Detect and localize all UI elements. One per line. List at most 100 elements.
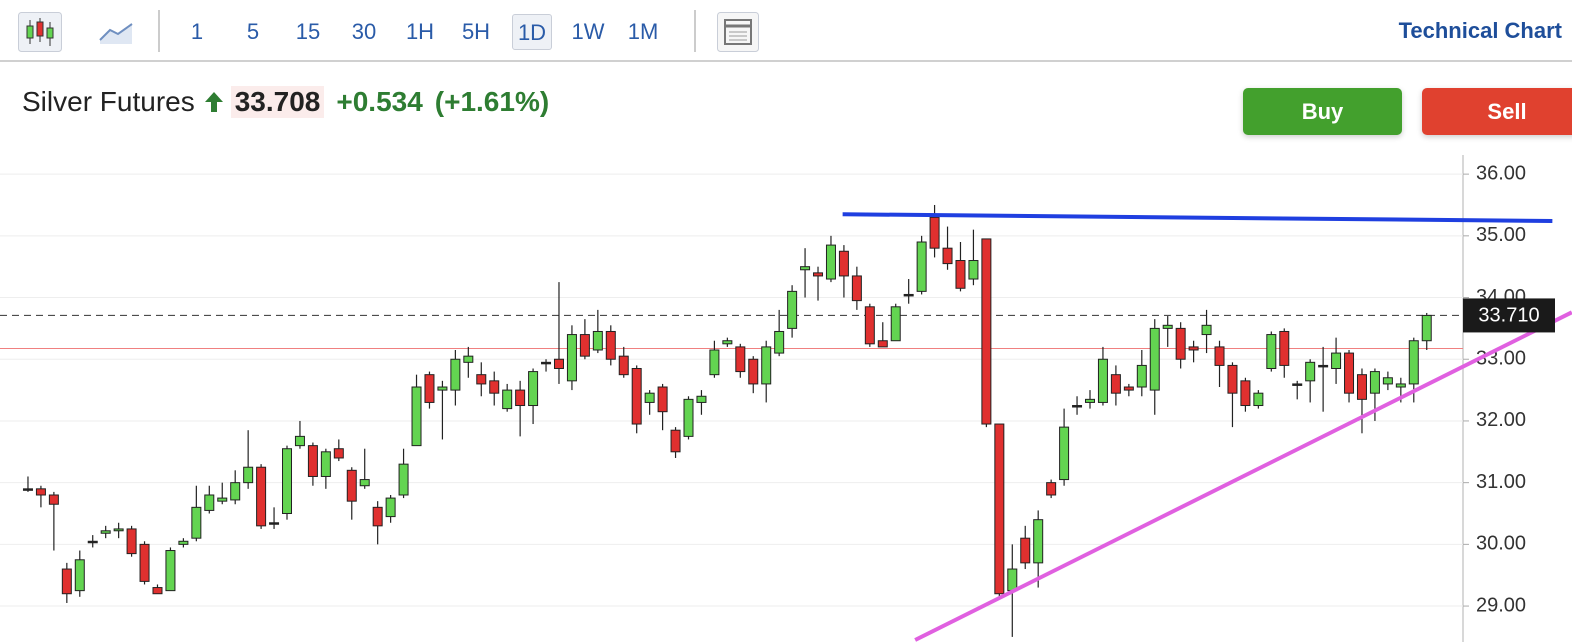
candle-body — [411, 386, 422, 447]
candle-type-button[interactable] — [18, 12, 62, 52]
trend-line — [842, 212, 1553, 224]
candle-body — [1318, 364, 1329, 368]
separator — [694, 10, 696, 52]
candle-body — [1188, 346, 1199, 351]
candle-body — [243, 466, 254, 484]
candle-body — [359, 479, 370, 487]
candle-body — [1097, 358, 1108, 403]
candle-body — [48, 494, 59, 505]
candle-body — [864, 306, 875, 345]
candle-body — [631, 367, 642, 425]
candle-body — [838, 250, 849, 277]
candle-body — [515, 389, 526, 407]
candle-body — [1279, 330, 1290, 366]
candle-body — [100, 530, 111, 534]
candle-body — [1123, 386, 1134, 391]
candle-body — [1356, 374, 1367, 400]
interval-button[interactable]: 1H — [405, 19, 435, 44]
candle-body — [683, 398, 694, 437]
candle-body — [489, 380, 500, 394]
candle-body — [774, 330, 785, 354]
candle-body — [1421, 314, 1432, 342]
candle-body — [825, 244, 836, 280]
candle-body — [968, 260, 979, 280]
candle-body — [385, 497, 396, 518]
candle-body — [1382, 377, 1393, 385]
candle-body — [994, 423, 1005, 595]
candle-body — [476, 374, 487, 385]
candle-body — [1214, 346, 1225, 366]
sell-button[interactable]: Sell — [1422, 88, 1572, 135]
candle-body — [644, 392, 655, 403]
up-arrow — [204, 92, 223, 112]
candle-body — [1084, 398, 1095, 403]
candle-body — [1110, 374, 1121, 394]
candle-body — [942, 247, 953, 265]
candle-body — [294, 435, 305, 447]
candle-body — [735, 346, 746, 373]
candle-body — [877, 340, 888, 348]
y-tick-label: 30.00 — [1476, 533, 1526, 555]
candle-body — [696, 395, 707, 403]
candle-body — [152, 587, 163, 595]
candle-body — [1175, 327, 1186, 360]
candle-body — [722, 340, 733, 345]
candle-body — [528, 371, 539, 407]
candle-body — [605, 330, 616, 360]
interval-button[interactable]: 5H — [461, 19, 491, 44]
candle-body — [1072, 405, 1083, 408]
candle-body — [916, 241, 927, 292]
trend-line — [914, 310, 1572, 642]
candle-body — [320, 451, 331, 477]
candle-body — [1331, 352, 1342, 369]
candle-body — [87, 540, 98, 544]
candle-body — [748, 358, 759, 385]
candle-body — [191, 506, 202, 539]
interval-button[interactable]: 1D — [512, 14, 552, 50]
interval-button[interactable]: 30 — [351, 19, 377, 44]
candle-body — [890, 306, 901, 342]
candle-body — [1201, 324, 1212, 336]
y-tick-label: 35.00 — [1476, 224, 1526, 246]
separator — [158, 10, 160, 52]
candle-body — [929, 216, 940, 249]
interval-button[interactable]: 1W — [571, 19, 605, 44]
candle-body — [333, 448, 344, 459]
candle-body — [424, 374, 435, 403]
candle-body — [657, 386, 668, 413]
candle-body — [463, 355, 474, 363]
interval-button[interactable]: 1 — [190, 19, 204, 44]
interval-button[interactable]: 1M — [627, 19, 659, 44]
y-tick-label: 31.00 — [1476, 471, 1526, 493]
candle-body — [813, 272, 824, 277]
candle-body — [761, 346, 772, 385]
candle-body — [618, 355, 629, 376]
interval-button[interactable]: 15 — [295, 19, 321, 44]
candle-body — [670, 429, 681, 453]
candle-body — [1033, 519, 1044, 564]
toolbar-title[interactable]: Technical Chart — [1398, 18, 1562, 43]
candle-body — [800, 266, 811, 271]
candle-body — [1344, 352, 1355, 394]
candle-body — [139, 543, 150, 582]
instrument-name: Silver Futures — [22, 86, 195, 117]
candle-body — [1305, 361, 1316, 382]
buy-button[interactable]: Buy — [1243, 88, 1402, 135]
last-price-box — [1463, 298, 1555, 333]
candle-body — [1292, 383, 1303, 386]
candle-body — [346, 469, 357, 502]
candle-body — [282, 448, 293, 515]
candle-body — [1020, 537, 1031, 564]
candle-body — [113, 528, 124, 532]
price-change-percent: (+1.61%) — [434, 86, 550, 117]
candle-body — [269, 522, 280, 525]
line-type-button[interactable] — [98, 18, 134, 46]
layout-button[interactable] — [717, 12, 759, 52]
candle-body — [398, 463, 409, 496]
candle-body — [372, 506, 383, 527]
candle-body — [709, 349, 720, 376]
candle-body — [502, 389, 513, 410]
candle-body — [955, 260, 966, 289]
interval-button[interactable]: 5 — [246, 19, 260, 44]
